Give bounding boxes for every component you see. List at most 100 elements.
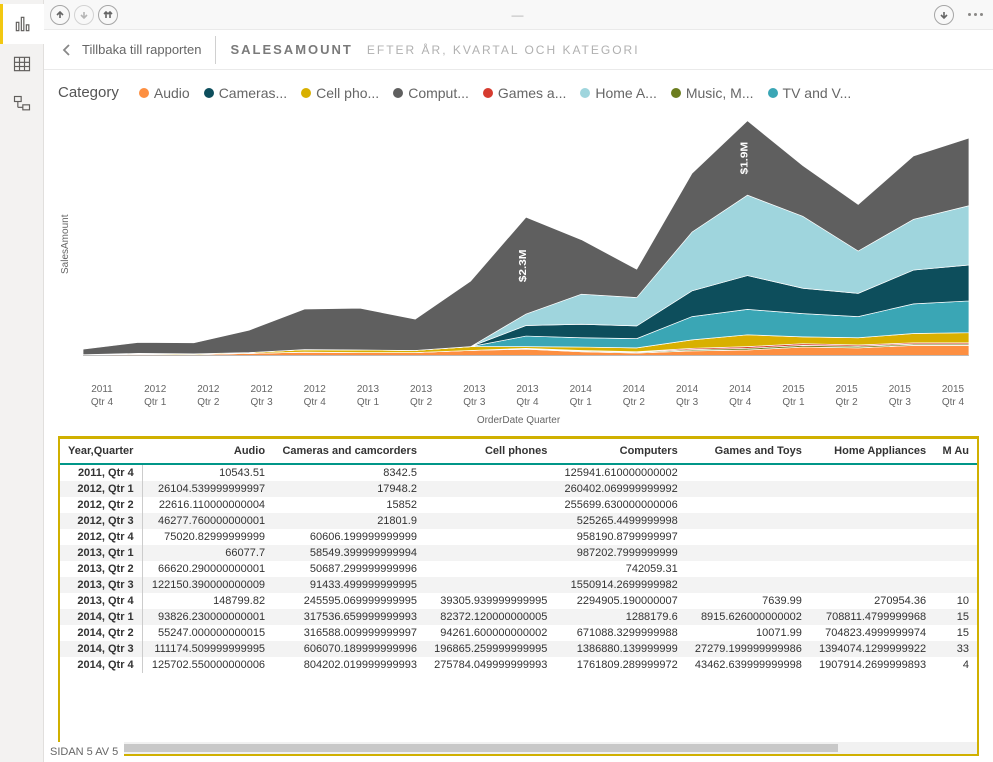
data-table: Year,QuarterAudioCameras and camcordersC…	[60, 439, 977, 673]
column-header[interactable]: Year,Quarter	[60, 439, 142, 464]
legend-dot-icon	[483, 88, 493, 98]
row-label: 2014, Qtr 4	[60, 657, 142, 673]
x-tick-label: 2012Qtr 2	[182, 383, 234, 409]
cell-value: 1394074.1299999922	[810, 641, 934, 657]
drill-down-icon[interactable]	[74, 5, 94, 25]
column-header[interactable]: Cameras and camcorders	[273, 439, 425, 464]
cell-value	[934, 464, 977, 481]
legend-item[interactable]: Home A...	[580, 85, 656, 101]
cell-value	[934, 577, 977, 593]
table-row[interactable]: 2014, Qtr 4125702.550000000006804202.019…	[60, 657, 977, 673]
cell-value: 316588.009999999997	[273, 625, 425, 641]
ribbon-chart[interactable]: SalesAmount $2.3M$1.9M	[58, 109, 979, 379]
cell-value: 708811.4799999968	[810, 609, 934, 625]
drill-up-icon[interactable]	[50, 5, 70, 25]
table-row[interactable]: 2012, Qtr 346277.76000000000121801.95252…	[60, 513, 977, 529]
cell-value	[425, 464, 555, 481]
column-header[interactable]: Games and Toys	[686, 439, 810, 464]
focus-mode-icon[interactable]	[934, 5, 954, 25]
more-options-icon[interactable]	[964, 9, 987, 20]
cell-value: 4	[934, 657, 977, 673]
legend-label: Home A...	[595, 85, 656, 101]
visual-header: —	[44, 0, 993, 30]
x-tick-label: 2014Qtr 4	[714, 383, 766, 409]
data-table-scroll[interactable]: Year,QuarterAudioCameras and camcordersC…	[60, 439, 977, 754]
legend-item[interactable]: Comput...	[393, 85, 469, 101]
row-label: 2014, Qtr 3	[60, 641, 142, 657]
cell-value	[934, 513, 977, 529]
horizontal-scrollbar[interactable]	[60, 742, 977, 754]
chevron-left-icon	[60, 43, 74, 57]
legend-dot-icon	[139, 88, 149, 98]
column-header[interactable]: Audio	[142, 439, 273, 464]
breadcrumb-bar: Tillbaka till rapporten SALESAMOUNT EFTE…	[44, 30, 993, 70]
nav-model-icon[interactable]	[0, 84, 44, 124]
table-row[interactable]: 2011, Qtr 410543.518342.5125941.61000000…	[60, 464, 977, 481]
legend-dot-icon	[671, 88, 681, 98]
row-label: 2012, Qtr 1	[60, 481, 142, 497]
table-row[interactable]: 2013, Qtr 4148799.82245595.0699999999953…	[60, 593, 977, 609]
cell-value: 1288179.6	[555, 609, 685, 625]
cell-value	[425, 545, 555, 561]
cell-value	[934, 497, 977, 513]
cell-value: 1386880.139999999	[555, 641, 685, 657]
x-tick-label: 2013Qtr 4	[502, 383, 554, 409]
legend-dot-icon	[204, 88, 214, 98]
row-label: 2013, Qtr 3	[60, 577, 142, 593]
back-button[interactable]: Tillbaka till rapporten	[60, 42, 201, 57]
table-row[interactable]: 2012, Qtr 475020.8299999999960606.199999…	[60, 529, 977, 545]
cell-value	[934, 529, 977, 545]
nav-report-icon[interactable]	[0, 4, 44, 44]
cell-value: 111174.509999999995	[142, 641, 273, 657]
cell-value: 125941.610000000002	[555, 464, 685, 481]
table-row[interactable]: 2012, Qtr 126104.53999999999717948.22604…	[60, 481, 977, 497]
column-header[interactable]: M Au	[934, 439, 977, 464]
nav-data-icon[interactable]	[0, 44, 44, 84]
x-tick-label: 2014Qtr 1	[555, 383, 607, 409]
cell-value	[810, 497, 934, 513]
x-tick-label: 2013Qtr 2	[395, 383, 447, 409]
table-row[interactable]: 2013, Qtr 3122150.39000000000991433.4999…	[60, 577, 977, 593]
cell-value	[810, 464, 934, 481]
legend-dot-icon	[301, 88, 311, 98]
nav-rail	[0, 0, 44, 762]
x-tick-label: 2014Qtr 2	[608, 383, 660, 409]
table-row[interactable]: 2013, Qtr 266620.29000000000150687.29999…	[60, 561, 977, 577]
cell-value	[810, 481, 934, 497]
legend-item[interactable]: TV and V...	[768, 85, 852, 101]
table-row[interactable]: 2014, Qtr 3111174.509999999995606070.189…	[60, 641, 977, 657]
page-footer: SIDAN 5 AV 5	[44, 742, 124, 762]
main-content: — Tillbaka till rapporten SALESAMOUNT EF…	[44, 0, 993, 762]
x-tick-label: 2015Qtr 2	[821, 383, 873, 409]
legend-label: Cell pho...	[316, 85, 379, 101]
cell-value: 10543.51	[142, 464, 273, 481]
cell-value: 671088.3299999988	[555, 625, 685, 641]
cell-value	[810, 529, 934, 545]
legend-item[interactable]: Audio	[139, 85, 190, 101]
cell-value: 27279.199999999986	[686, 641, 810, 657]
table-row[interactable]: 2014, Qtr 255247.000000000015316588.0099…	[60, 625, 977, 641]
legend-item[interactable]: Music, M...	[671, 85, 754, 101]
table-row[interactable]: 2014, Qtr 193826.230000000001317536.6599…	[60, 609, 977, 625]
cell-value	[810, 561, 934, 577]
cell-value: 525265.4499999998	[555, 513, 685, 529]
legend-item[interactable]: Cell pho...	[301, 85, 379, 101]
legend-label: TV and V...	[783, 85, 852, 101]
column-header[interactable]: Computers	[555, 439, 685, 464]
legend-item[interactable]: Cameras...	[204, 85, 287, 101]
table-row[interactable]: 2012, Qtr 222616.11000000000415852255699…	[60, 497, 977, 513]
column-header[interactable]: Cell phones	[425, 439, 555, 464]
row-label: 2012, Qtr 3	[60, 513, 142, 529]
cell-value: 260402.069999999992	[555, 481, 685, 497]
grip-icon[interactable]: —	[512, 8, 526, 22]
cell-value	[686, 464, 810, 481]
cell-value	[686, 545, 810, 561]
table-row[interactable]: 2013, Qtr 166077.758549.3999999999949872…	[60, 545, 977, 561]
cell-value: 26104.539999999997	[142, 481, 273, 497]
cell-value	[686, 529, 810, 545]
cell-value: 958190.8799999997	[555, 529, 685, 545]
cell-value: 704823.4999999974	[810, 625, 934, 641]
column-header[interactable]: Home Appliances	[810, 439, 934, 464]
expand-all-icon[interactable]	[98, 5, 118, 25]
legend-item[interactable]: Games a...	[483, 85, 566, 101]
